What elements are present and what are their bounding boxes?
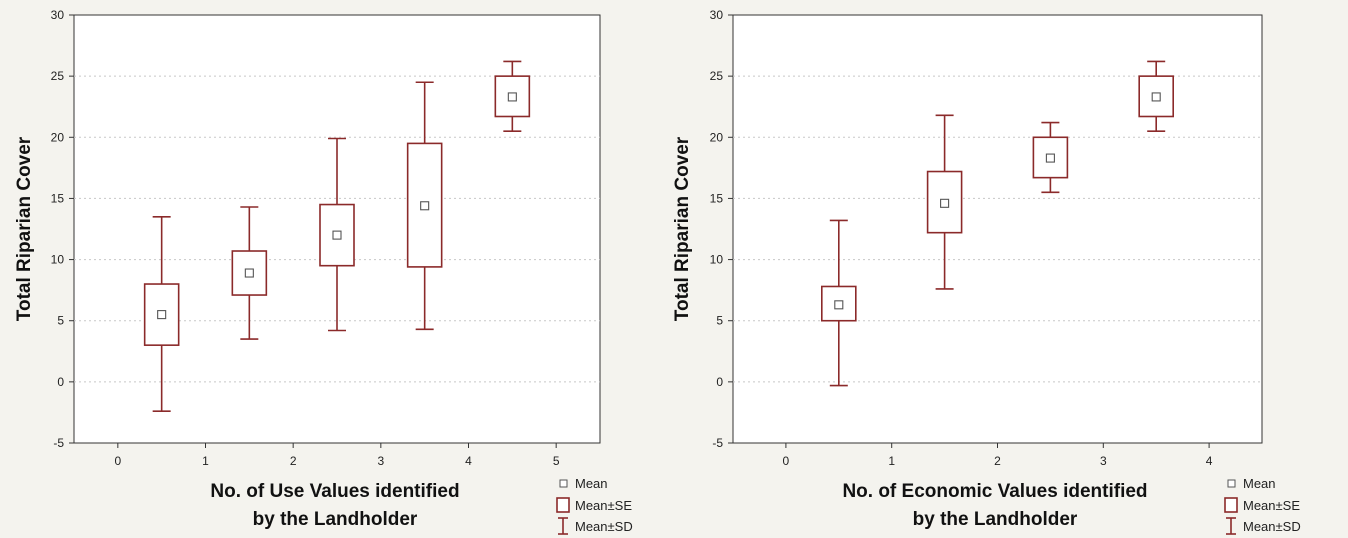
plot-area: [732, 14, 1263, 444]
y-tick-label: 15: [710, 191, 724, 205]
chart-2: -5 0 5 10 15 20 25 30 0 1 2 3 4 Total Riparian Cover N…: [672, 8, 1301, 535]
mean-marker: [507, 92, 517, 102]
legend-label-sd: Mean±SD: [1243, 519, 1301, 534]
mean-marker: [332, 230, 342, 240]
mean-marker: [1151, 92, 1161, 102]
x-tick-label: 3: [1100, 454, 1107, 468]
x-axis-title-line-1: No. of Use Values identified: [210, 481, 459, 502]
chart-1: -5 0 5 10 15 20 25 30 0 1 2 3 4 5 Total Riparian Cover…: [14, 8, 633, 535]
y-tick-label: 10: [51, 253, 65, 267]
y-tick-label: 20: [710, 130, 724, 144]
legend-mean-marker: [1227, 479, 1236, 488]
mean-marker: [420, 201, 430, 211]
legend: Mean Mean±SE Mean±SD: [556, 476, 633, 535]
y-tick-label: 30: [710, 8, 724, 22]
x-tick-label: 1: [888, 454, 895, 468]
y-tick-label: 30: [51, 8, 65, 22]
legend-label-mean: Mean: [1243, 476, 1276, 491]
legend-se-box: [556, 497, 570, 513]
y-axis-title: Total Riparian Cover: [672, 136, 693, 321]
y-tick-label: 15: [51, 191, 65, 205]
y-axis-title: Total Riparian Cover: [14, 136, 35, 321]
y-tick-label: 5: [57, 314, 64, 328]
box-group-3: [1032, 121, 1069, 194]
mean-marker: [244, 268, 254, 278]
se-box: [926, 170, 963, 234]
x-tick-label: 1: [202, 454, 209, 468]
x-tick-label: 0: [114, 454, 121, 468]
legend-label-sd: Mean±SD: [575, 519, 633, 534]
y-tick-label: 10: [710, 253, 724, 267]
box-group-4: [406, 81, 443, 331]
y-tick-label: 0: [716, 375, 723, 389]
box-group-5: [494, 60, 531, 132]
mean-marker: [834, 300, 844, 310]
y-tick-label: 20: [51, 130, 65, 144]
box-group-2: [926, 114, 963, 290]
legend-label-se: Mean±SE: [1243, 498, 1300, 513]
x-tick-label: 4: [1206, 454, 1213, 468]
y-tick-label: 25: [51, 69, 65, 83]
box-group-3: [319, 137, 355, 332]
y-tick-label: -5: [53, 436, 64, 450]
box-group-1: [143, 215, 180, 413]
mean-marker: [1045, 153, 1055, 163]
x-tick-label: 0: [783, 454, 790, 468]
legend: Mean Mean±SE Mean±SD: [1224, 476, 1301, 535]
box-group-1: [820, 219, 857, 387]
y-tick-label: -5: [712, 436, 723, 450]
box-group-2: [231, 206, 268, 340]
x-axis-title-line-1: No. of Economic Values identified: [842, 481, 1147, 502]
x-tick-label: 2: [994, 454, 1001, 468]
mean-marker: [157, 310, 167, 320]
legend-label-se: Mean±SE: [575, 498, 632, 513]
legend-se-box: [1224, 497, 1238, 513]
legend-mean-marker: [559, 479, 568, 488]
x-axis-title-line-2: by the Landholder: [913, 509, 1078, 530]
mean-marker: [940, 198, 950, 208]
legend-label-mean: Mean: [575, 476, 608, 491]
y-tick-label: 25: [710, 69, 724, 83]
x-axis-title-line-2: by the Landholder: [253, 509, 418, 530]
x-tick-label: 2: [290, 454, 297, 468]
y-tick-label: 0: [57, 375, 64, 389]
x-tick-label: 3: [377, 454, 384, 468]
y-tick-label: 5: [716, 314, 723, 328]
x-tick-label: 4: [465, 454, 472, 468]
x-tick-label: 5: [553, 454, 560, 468]
box-group-4: [1138, 60, 1174, 132]
